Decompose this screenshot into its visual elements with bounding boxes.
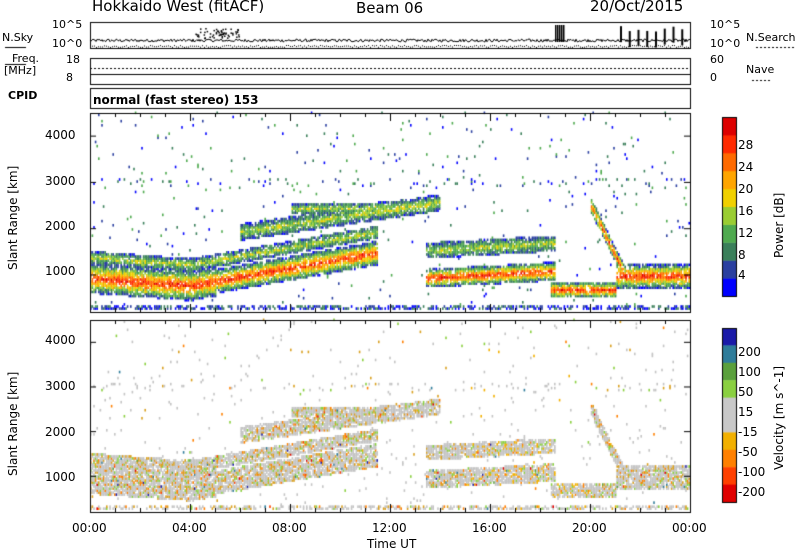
nave-tick-top: 60 [710,53,724,66]
power-cbar-tick-16: 16 [738,204,754,218]
power-colorbar-label: Power [dB] [772,192,786,258]
velocity-cbar-tick-neg200: -200 [738,485,766,499]
velocity-colorbar-label: Velocity [m s^-1] [772,365,786,470]
velocity-cbar-tick-100: 100 [738,365,761,379]
xtick-5: 20:00 [572,521,607,535]
velocity-ylabel: Slant Range [km] [6,371,20,476]
beam-label: Beam 06 [356,0,424,17]
xtick-4: 16:00 [472,521,507,535]
date-label: 20/Oct/2015 [590,0,684,15]
nsky-tick-top: 10^5 [52,18,83,31]
freq-unit-label: [MHz] [4,64,37,77]
velocity-ytick-2000: 2000 [45,425,76,439]
power-cbar-tick-24: 24 [738,160,754,174]
cpid-value: normal (fast stereo) 153 [93,93,259,107]
xaxis-label: Time UT [367,537,417,551]
power-cbar-tick-20: 20 [738,182,754,196]
xtick-6: 00:00 [672,521,707,535]
nsky-tick-bottom: 10^0 [52,37,83,50]
freq-label: Freq. [12,52,40,65]
power-cbar-tick-8: 8 [738,248,746,262]
velocity-cbar-tick-neg100: -100 [738,465,766,479]
power-ytick-3000: 3000 [45,174,76,188]
xtick-1: 04:00 [172,521,207,535]
power-ylabel: Slant Range [km] [6,165,20,270]
nsky-label: N.Sky [2,31,34,44]
velocity-ytick-1000: 1000 [45,470,76,484]
nave-label: Nave [746,63,775,76]
velocity-ytick-4000: 4000 [45,333,76,347]
freq-tick-top: 18 [66,53,80,66]
velocity-cbar-tick-200: 200 [738,345,761,359]
freq-tick-bottom: 8 [66,71,73,84]
nsearch-label: N.Search [746,31,796,44]
velocity-ytick-3000: 3000 [45,379,76,393]
nsearch-tick-top: 10^5 [710,18,741,31]
cpid-label: CPID [8,89,38,102]
xtick-3: 12:00 [372,521,407,535]
xtick-2: 08:00 [272,521,307,535]
power-ytick-2000: 2000 [45,219,76,233]
velocity-cbar-tick-neg15: -15 [738,425,758,439]
power-cbar-tick-28: 28 [738,138,754,152]
power-ytick-4000: 4000 [45,128,76,142]
power-ytick-1000: 1000 [45,264,76,278]
power-cbar-tick-4: 4 [738,268,746,282]
velocity-cbar-tick-15: 15 [738,405,754,419]
velocity-cbar-tick-neg50: -50 [738,445,758,459]
nsearch-tick-bottom: 10^0 [710,37,741,50]
velocity-cbar-tick-50: 50 [738,385,754,399]
nave-tick-bottom: 0 [710,71,717,84]
plot-title: Hokkaido West (fitACF) [92,0,265,15]
xtick-0: 00:00 [72,521,107,535]
power-cbar-tick-12: 12 [738,226,754,240]
